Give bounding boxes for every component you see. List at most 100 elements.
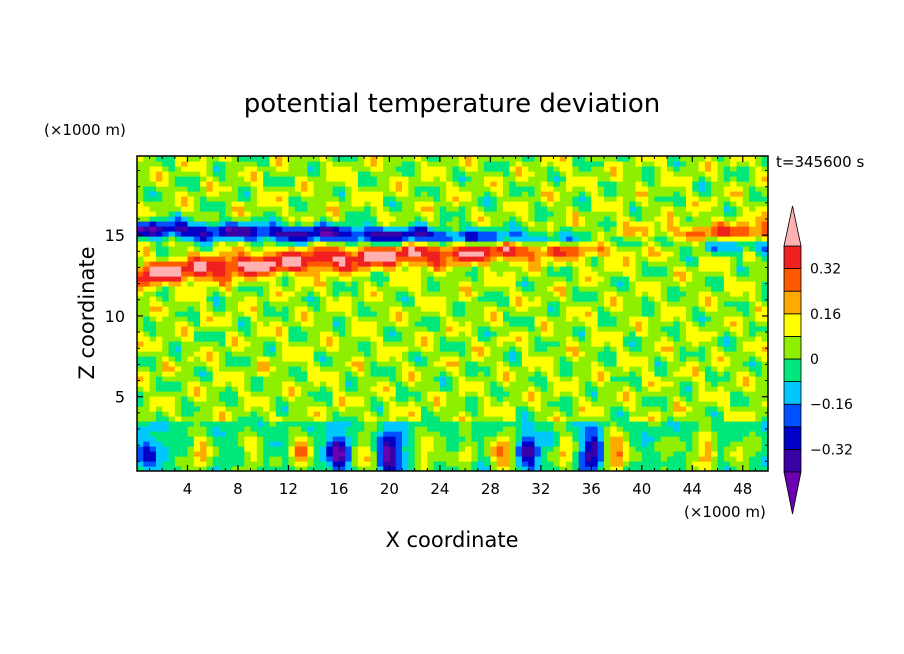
heatmap-cell xyxy=(357,421,365,427)
heatmap-cell xyxy=(490,451,498,457)
heatmap-cell xyxy=(326,401,334,407)
heatmap-cell xyxy=(654,391,662,397)
heatmap-cell xyxy=(439,346,447,352)
heatmap-cell xyxy=(345,416,353,422)
heatmap-cell xyxy=(528,461,536,467)
heatmap-cell xyxy=(414,266,422,272)
heatmap-cell xyxy=(749,431,756,437)
heatmap-cell xyxy=(736,391,744,397)
heatmap-cell xyxy=(509,451,517,457)
heatmap-cell xyxy=(181,236,189,242)
heatmap-cell xyxy=(465,396,473,402)
heatmap-cell xyxy=(477,246,485,252)
heatmap-cell xyxy=(149,376,157,382)
heatmap-cell xyxy=(667,341,674,347)
heatmap-cell xyxy=(244,351,252,357)
heatmap-cell xyxy=(502,406,510,412)
heatmap-cell xyxy=(723,436,731,442)
heatmap-cell xyxy=(572,381,580,387)
heatmap-cell xyxy=(206,276,214,282)
heatmap-cell xyxy=(326,436,334,442)
heatmap-cell xyxy=(610,386,618,392)
heatmap-cell xyxy=(610,281,618,287)
heatmap-cell xyxy=(187,276,195,282)
heatmap-cell xyxy=(143,376,151,382)
heatmap-cell xyxy=(509,456,517,462)
heatmap-cell xyxy=(149,291,157,297)
heatmap-cell xyxy=(610,421,618,427)
heatmap-cell xyxy=(402,396,409,402)
heatmap-cell xyxy=(465,366,473,372)
heatmap-cell xyxy=(622,371,630,377)
heatmap-cell xyxy=(282,336,290,342)
heatmap-cell xyxy=(616,386,624,392)
heatmap-cell xyxy=(420,311,428,317)
heatmap-cell xyxy=(761,301,768,307)
heatmap-cell xyxy=(193,266,201,272)
heatmap-cell xyxy=(439,391,447,397)
heatmap-cell xyxy=(137,396,144,402)
heatmap-cell xyxy=(370,241,378,247)
heatmap-cell xyxy=(193,286,201,292)
heatmap-cell xyxy=(515,421,523,427)
heatmap-cell xyxy=(200,341,208,347)
heatmap-cell xyxy=(250,241,258,247)
heatmap-cell xyxy=(711,306,719,312)
heatmap-cell xyxy=(389,246,397,252)
heatmap-cell xyxy=(547,246,555,252)
heatmap-cell xyxy=(471,331,479,337)
heatmap-cell xyxy=(193,236,201,242)
heatmap-cell xyxy=(591,421,599,427)
heatmap-cell xyxy=(345,366,353,372)
heatmap-cell xyxy=(219,291,226,297)
heatmap-cell xyxy=(597,236,605,242)
heatmap-cell xyxy=(660,236,668,242)
heatmap-cell xyxy=(528,436,536,442)
heatmap-cell xyxy=(667,386,674,392)
heatmap-cell xyxy=(572,316,580,322)
heatmap-cell xyxy=(376,466,384,471)
heatmap-cell xyxy=(502,366,510,372)
heatmap-cell xyxy=(250,251,258,257)
heatmap-cell xyxy=(301,346,308,352)
heatmap-cell xyxy=(534,276,542,282)
heatmap-cell xyxy=(540,396,548,402)
heatmap-cell xyxy=(692,231,700,237)
heatmap-cell xyxy=(635,336,643,342)
heatmap-cell xyxy=(635,451,643,457)
heatmap-cell xyxy=(458,226,466,232)
heatmap-cell xyxy=(477,221,485,227)
heatmap-cell xyxy=(528,251,536,257)
heatmap-cell xyxy=(603,291,611,297)
heatmap-cell xyxy=(648,281,656,287)
heatmap-cell xyxy=(414,466,422,471)
heatmap-cell xyxy=(143,281,151,287)
heatmap-cell xyxy=(578,261,586,267)
heatmap-cell xyxy=(376,406,384,412)
heatmap-cell xyxy=(685,311,693,317)
heatmap-cell xyxy=(591,256,599,262)
heatmap-cell xyxy=(414,386,422,392)
heatmap-cell xyxy=(471,266,479,272)
heatmap-cell xyxy=(654,261,662,267)
heatmap-cell xyxy=(547,276,555,282)
heatmap-cell xyxy=(490,466,498,471)
heatmap-cell xyxy=(496,336,504,342)
heatmap-cell xyxy=(667,406,674,412)
heatmap-cell xyxy=(288,261,296,267)
heatmap-cell xyxy=(484,231,491,237)
chart-title: potential temperature deviation xyxy=(244,89,660,119)
heatmap-cell xyxy=(319,366,327,372)
heatmap-cell xyxy=(307,451,315,457)
heatmap-cell xyxy=(471,466,479,471)
heatmap-cell xyxy=(629,291,637,297)
heatmap-cell xyxy=(654,256,662,262)
heatmap-cell xyxy=(301,431,308,437)
heatmap-cell xyxy=(452,431,460,437)
heatmap-cell xyxy=(244,326,252,332)
heatmap-cell xyxy=(578,466,586,471)
heatmap-cell xyxy=(685,221,693,227)
heatmap-cell xyxy=(723,451,731,457)
heatmap-cell xyxy=(578,461,586,467)
heatmap-cell xyxy=(585,236,592,242)
